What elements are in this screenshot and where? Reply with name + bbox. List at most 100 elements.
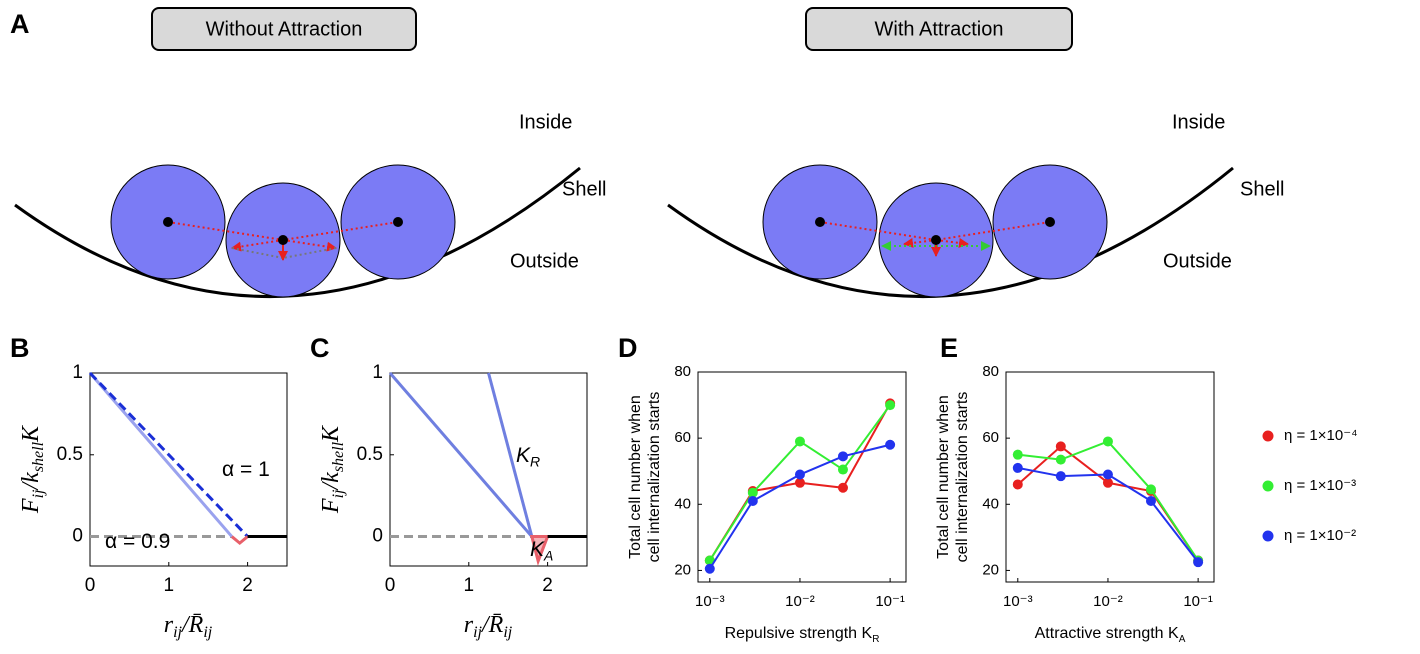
text-part: α = 0.9: [105, 530, 170, 553]
subscript: R: [530, 453, 540, 469]
data-point: [1102, 469, 1113, 480]
x-tick-label: 10⁻²: [1093, 593, 1123, 610]
subscript: ij: [173, 624, 182, 641]
y-axis-label: Total cell number when: [627, 395, 644, 559]
legend-marker: [1262, 430, 1274, 442]
cell-center: [815, 217, 825, 227]
text-part: K: [318, 424, 344, 443]
data-point: [794, 469, 805, 480]
x-axis-label: Attractive strength KA: [1035, 625, 1186, 644]
y-tick-label: 20: [982, 561, 999, 578]
data-point: [747, 495, 758, 506]
force-arrow: [935, 237, 969, 248]
data-point: [1102, 477, 1113, 488]
data-point: [885, 400, 896, 411]
region-label: Shell: [1240, 178, 1284, 200]
subscript: ij: [330, 489, 347, 498]
annotation: KA: [530, 538, 553, 563]
subscript: A: [543, 547, 553, 563]
x-tick-label: 0: [385, 575, 396, 596]
data-point: [704, 563, 715, 574]
y-tick-label: 0.5: [57, 444, 83, 465]
series-line: [487, 372, 534, 537]
y-tick-label: 40: [674, 495, 691, 512]
diagram-right: With Attraction Inside Shell Outside: [667, 7, 1284, 299]
x-tick-label: 2: [242, 575, 253, 596]
data-point: [1012, 462, 1023, 473]
y-axis-label: Fij/kshellK: [18, 424, 47, 514]
y-tick-label: 1: [72, 362, 83, 383]
region-label: Shell: [562, 178, 606, 200]
panel-label: C: [310, 333, 330, 363]
subscript: ij: [203, 624, 212, 641]
series-line: [388, 372, 533, 538]
panel-label: A: [10, 9, 30, 39]
cell-center: [931, 235, 941, 245]
cell-center: [163, 217, 173, 227]
text-part: α = 1: [222, 458, 270, 481]
y-axis-label: Fij/kshellK: [318, 424, 347, 514]
sum-line: [282, 247, 337, 259]
legend-label: η = 1×10⁻⁴: [1284, 427, 1358, 444]
data-point: [1055, 441, 1066, 452]
annotation: α = 1: [222, 458, 270, 481]
text-part: K: [530, 538, 545, 561]
text-part: K: [516, 444, 531, 467]
y-tick-label: 0: [372, 526, 383, 547]
x-tick-label: 0: [85, 575, 96, 596]
data-point: [837, 451, 848, 462]
region-label: Inside: [1172, 111, 1225, 133]
data-point: [1102, 436, 1113, 447]
y-tick-label: 80: [674, 363, 691, 380]
series-line: [230, 535, 249, 546]
legend-marker: [1262, 480, 1274, 492]
y-axis-label: cell internalization starts: [954, 392, 971, 563]
x-tick-label: 1: [464, 575, 475, 596]
text-part: Attractive strength K: [1035, 625, 1179, 642]
series-line: [1017, 445, 1199, 562]
title-box: [151, 7, 417, 51]
legend-label: η = 1×10⁻³: [1284, 477, 1356, 494]
x-tick-label: 10⁻³: [695, 593, 725, 610]
x-axis-label: rij/R̄ij: [464, 612, 513, 641]
y-axis-label: Total cell number when: [935, 395, 952, 559]
text-part: F: [318, 498, 344, 514]
subscript: shell: [330, 441, 347, 472]
text-part: /R̄: [180, 612, 204, 638]
subscript: ij: [30, 489, 47, 498]
force-arrow: [903, 237, 937, 248]
text-part: Repulsive strength K: [725, 625, 873, 642]
y-tick-label: 60: [674, 429, 691, 446]
text-part: /k: [18, 472, 44, 492]
text-part: K: [18, 424, 44, 443]
force-arrow: [231, 239, 284, 252]
data-point: [1145, 495, 1156, 506]
plot-frame: [1005, 371, 1215, 583]
data-point: [1012, 449, 1023, 460]
plot-frame: [89, 372, 288, 567]
x-tick-label: 10⁻¹: [875, 593, 905, 610]
annotation: KR: [516, 444, 540, 469]
data-point: [794, 477, 805, 488]
data-point: [837, 482, 848, 493]
series-line: [708, 443, 891, 570]
text-part: /k: [318, 472, 344, 492]
subscript: shell: [30, 441, 47, 472]
series-line: [88, 372, 233, 538]
diagram-title: With Attraction: [875, 18, 1004, 40]
text-part: r: [164, 612, 174, 638]
subscript: A: [1179, 633, 1186, 644]
region-label: Outside: [1163, 250, 1232, 272]
subscript: R: [872, 633, 879, 644]
region-label: Inside: [519, 111, 572, 133]
sum-line: [231, 247, 284, 259]
text-part: /R̄: [480, 612, 504, 638]
x-tick-label: 10⁻³: [1003, 593, 1033, 610]
data-point: [1145, 484, 1156, 495]
y-tick-label: 80: [982, 363, 999, 380]
data-point: [1055, 454, 1066, 465]
plot-frame: [697, 371, 907, 583]
panel-label: E: [940, 333, 958, 363]
text-part: r: [464, 612, 474, 638]
